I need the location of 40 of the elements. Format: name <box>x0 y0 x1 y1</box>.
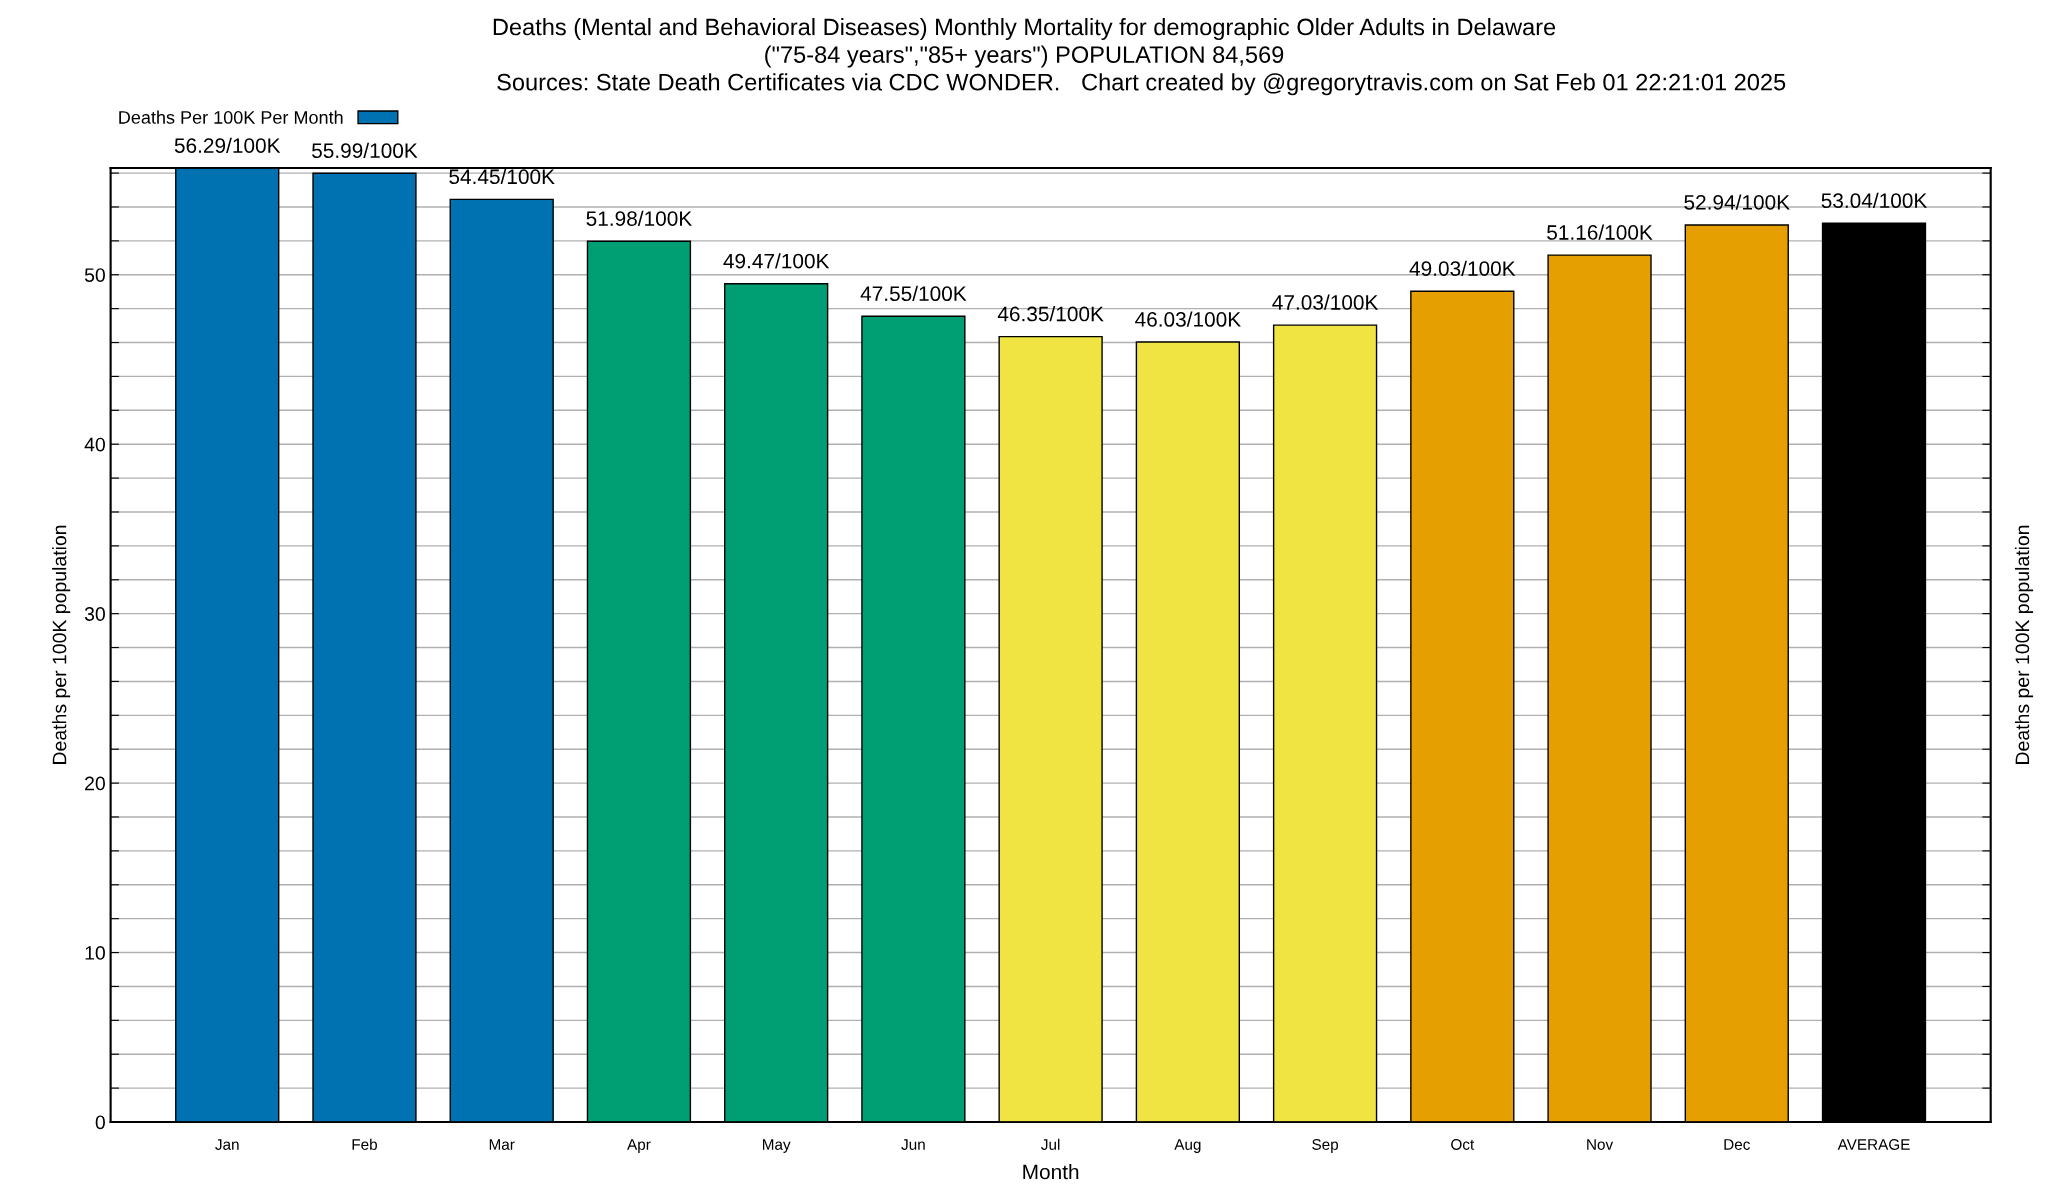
x-tick-label: Feb <box>352 1138 377 1150</box>
y-tick-label: 40 <box>84 437 105 452</box>
y-tick-label: 50 <box>84 268 105 282</box>
x-axis-title: Month <box>1023 1164 1079 1180</box>
x-tick-label: Dec <box>1724 1139 1750 1150</box>
x-tick-label: Nov <box>1587 1139 1614 1150</box>
data-label: 55.99/100K <box>312 142 418 159</box>
data-label: 47.55/100K <box>860 285 967 302</box>
data-label: 53.04/100K <box>1821 192 1928 209</box>
data-label: 46.03/100K <box>1135 311 1241 327</box>
y-tick-label: 20 <box>85 776 105 791</box>
data-label: 46.35/100K <box>997 306 1104 322</box>
x-tick-label: Mar <box>489 1139 515 1150</box>
y2-axis-title: Deaths per 100K population <box>2014 525 2034 764</box>
x-tick-label: Apr <box>627 1139 651 1153</box>
x-tick-label: Sep <box>1312 1139 1339 1153</box>
x-tick-label: Jul <box>1041 1138 1060 1150</box>
data-label: 52.94/100K <box>1684 194 1790 210</box>
source-note: Sources: State Death Certificates via CDC WONDER. <box>497 73 1059 91</box>
chart-title: Deaths (Mental and Behavioral Diseases) Monthly Mortality for demographic Older Adults in Delaware <box>493 18 1556 41</box>
x-tick-label: May <box>762 1139 791 1153</box>
data-label: 56.29/100K <box>174 137 281 153</box>
x-tick-label: Oct <box>1451 1139 1475 1150</box>
data-label: 54.45/100K <box>449 168 555 185</box>
data-label: 51.98/100K <box>586 210 692 226</box>
y-axis-title: Deaths per 100K population <box>52 525 71 764</box>
chart-subtitle: ("75-84 years","85+ years") POPULATION 84,569 <box>765 45 1284 68</box>
x-tick-label: Aug <box>1174 1139 1201 1153</box>
y-tick-label: 10 <box>85 946 105 960</box>
x-tick-label: AVERAGE <box>1837 1139 1910 1150</box>
data-label: 49.47/100K <box>723 253 830 269</box>
data-label: 51.16/100K <box>1547 224 1653 240</box>
x-tick-label: Jun <box>901 1139 925 1150</box>
legend-label: Deaths Per 100K Per Month <box>119 110 343 124</box>
data-label: 47.03/100K <box>1272 294 1379 310</box>
x-tick-label: Jan <box>215 1139 239 1150</box>
text: Chart created by @gregorytravis.com on Sat Feb 01 22:21:01 2025 <box>1082 73 1786 96</box>
y-tick-label: 0 <box>95 1115 105 1130</box>
y-tick-label: 30 <box>84 607 105 621</box>
data-label: 49.03/100K <box>1409 260 1516 276</box>
